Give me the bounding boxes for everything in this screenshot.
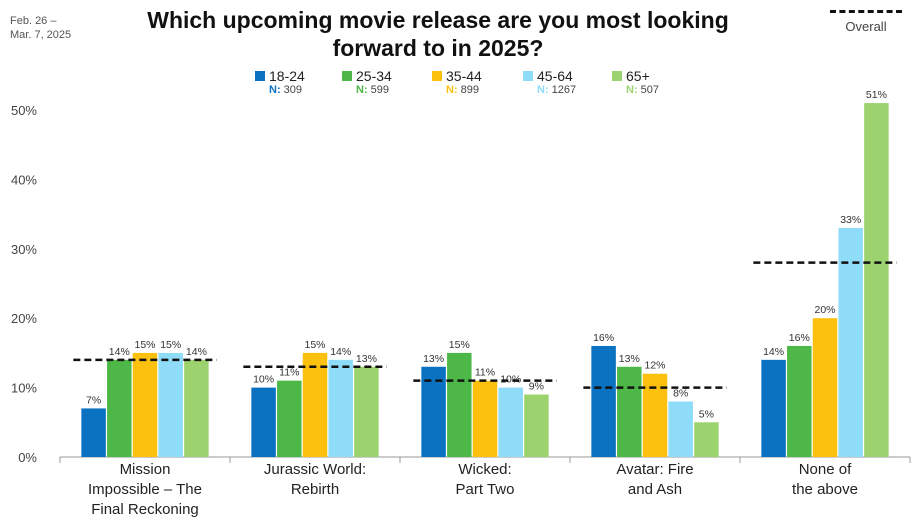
- legend-sample-size: N: 599: [356, 84, 389, 96]
- data-label: 11%: [279, 367, 299, 379]
- legend-n-value: 599: [370, 84, 390, 96]
- legend-n-prefix: N:: [356, 84, 368, 96]
- category-label: Jurassic World: Rebirth: [263, 461, 367, 498]
- overall-legend: Overall: [826, 10, 906, 34]
- category-label: None of the above: [792, 461, 858, 498]
- bar-25-34: [447, 352, 472, 457]
- bar-35-44: [642, 373, 668, 457]
- bar-18-24: [591, 345, 616, 457]
- bar-35-44: [812, 318, 838, 457]
- legend-swatch: [612, 71, 622, 81]
- data-label: 15%: [304, 339, 325, 351]
- data-label: 5%: [699, 408, 714, 420]
- legend-swatch: [342, 71, 352, 81]
- data-label: 51%: [866, 89, 887, 101]
- date-range: Feb. 26 – Mar. 7, 2025: [10, 15, 72, 41]
- data-label: 16%: [789, 332, 810, 344]
- data-label: 15%: [134, 339, 155, 351]
- bar-25-34: [107, 359, 132, 457]
- overall-dashed-line-icon: [830, 10, 902, 13]
- y-tick-label: 10%: [11, 381, 37, 396]
- category-label: Avatar: Fire and Ash: [616, 461, 694, 498]
- category-label: Wicked: Part Two: [455, 461, 515, 498]
- legend-label: 35-44: [446, 68, 482, 84]
- y-tick-label: 40%: [11, 172, 37, 187]
- legend-n-prefix: N:: [269, 84, 281, 96]
- legend-n-value: 1267: [551, 84, 577, 96]
- legend-n-prefix: N:: [446, 84, 458, 96]
- bar-45-64: [498, 387, 523, 457]
- bar-65+: [694, 422, 719, 457]
- y-tick-label: 20%: [11, 311, 37, 326]
- legend-swatch: [432, 71, 442, 81]
- bar-35-44: [132, 352, 158, 457]
- category-label: Mission Impossible – The Final Reckoning: [88, 461, 202, 518]
- bar-65+: [354, 366, 379, 457]
- legend-sample-size: N: 1267: [537, 84, 576, 96]
- bar-25-34: [787, 345, 812, 457]
- data-label: 14%: [330, 346, 351, 358]
- legend-sample-size: N: 899: [446, 84, 479, 96]
- bar-35-44: [302, 352, 328, 457]
- bar-35-44: [472, 380, 498, 457]
- bar-18-24: [81, 408, 106, 457]
- data-label: 13%: [423, 353, 444, 365]
- bar-25-34: [617, 366, 642, 457]
- bar-45-64: [668, 401, 693, 457]
- data-label: 15%: [449, 339, 470, 351]
- data-label: 11%: [475, 367, 495, 379]
- legend-sample-size: N: 507: [626, 84, 659, 96]
- data-label: 16%: [593, 332, 614, 344]
- data-label: 9%: [529, 381, 544, 393]
- legend-n-value: 507: [640, 84, 660, 96]
- data-label: 33%: [840, 214, 861, 226]
- data-label: 10%: [253, 374, 274, 386]
- bar-65+: [864, 103, 889, 457]
- bar-18-24: [251, 387, 276, 457]
- data-label: 10%: [500, 374, 521, 386]
- data-label: 12%: [644, 360, 665, 372]
- legend-n-value: 899: [460, 84, 480, 96]
- y-tick-label: 30%: [11, 242, 37, 257]
- data-label: 8%: [673, 387, 688, 399]
- legend-swatch: [255, 71, 265, 81]
- legend-sample-size: N: 309: [269, 84, 302, 96]
- data-label: 7%: [86, 394, 101, 406]
- legend-label: 25-34: [356, 68, 392, 84]
- data-label: 15%: [160, 339, 181, 351]
- bar-65+: [524, 394, 549, 457]
- legend-label: 18-24: [269, 68, 305, 84]
- bar-18-24: [761, 359, 786, 457]
- y-tick-label: 50%: [11, 103, 37, 118]
- data-label: 20%: [814, 304, 835, 316]
- data-label: 14%: [109, 346, 130, 358]
- legend-swatch: [523, 71, 533, 81]
- bar-25-34: [277, 380, 302, 457]
- chart-title: Which upcoming movie release are you mos…: [147, 7, 729, 61]
- bar-45-64: [838, 227, 863, 457]
- bar-45-64: [328, 359, 353, 457]
- bar-65+: [184, 359, 209, 457]
- legend-label: 65+: [626, 68, 650, 84]
- y-tick-label: 0%: [18, 450, 37, 465]
- bar-45-64: [158, 352, 183, 457]
- legend-n-prefix: N:: [626, 84, 638, 96]
- overall-legend-label: Overall: [845, 19, 887, 34]
- legend-n-value: 309: [283, 84, 303, 96]
- data-label: 14%: [763, 346, 784, 358]
- legend-n-prefix: N:: [537, 84, 549, 96]
- legend-label: 45-64: [537, 68, 573, 84]
- data-label: 13%: [356, 353, 377, 365]
- data-label: 14%: [186, 346, 207, 358]
- data-label: 13%: [619, 353, 640, 365]
